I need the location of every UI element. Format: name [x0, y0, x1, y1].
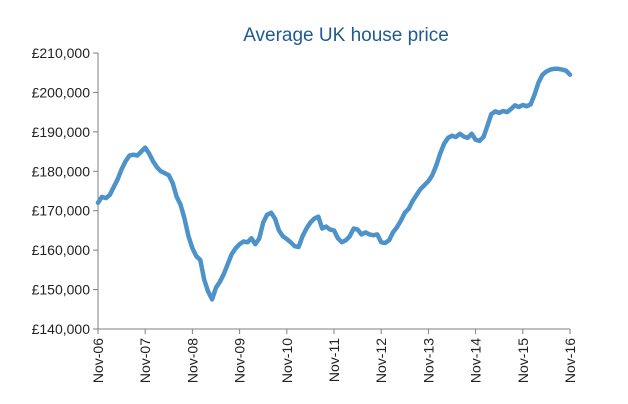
- x-tick-label: Nov-08: [184, 338, 200, 383]
- y-tick-label: £210,000: [32, 45, 91, 61]
- x-tick-label: Nov-10: [279, 338, 295, 383]
- y-tick-label: £170,000: [32, 203, 91, 219]
- y-tick-label: £150,000: [32, 282, 91, 298]
- y-tick-label: £160,000: [32, 242, 91, 258]
- x-tick-label: Nov-13: [420, 338, 436, 383]
- y-tick-label: £190,000: [32, 124, 91, 140]
- x-tick-label: Nov-14: [468, 338, 484, 383]
- y-tick-label: £200,000: [32, 84, 91, 100]
- x-tick-label: Nov-12: [373, 338, 389, 383]
- x-tick-label: Nov-09: [232, 338, 248, 383]
- x-tick-label: Nov-15: [515, 338, 531, 383]
- x-axis-ticks: Nov-06 Nov-07 Nov-08 Nov-09 Nov-10 Nov-11 Nov-…: [90, 329, 578, 383]
- series-layer: [95, 66, 573, 302]
- x-tick-label: Nov-16: [562, 338, 578, 383]
- x-tick-label: Nov-11: [326, 338, 342, 382]
- y-axis-ticks: £140,000 £150,000 £160,000 £170,000 £180,000…: [32, 45, 98, 337]
- chart-title: Average UK house price: [243, 25, 449, 46]
- series-line-house-price: [95, 66, 573, 302]
- y-tick-label: £180,000: [32, 163, 91, 179]
- y-tick-label: £140,000: [32, 321, 91, 337]
- x-tick-label: Nov-07: [137, 338, 153, 383]
- x-tick-label: Nov-06: [90, 338, 106, 383]
